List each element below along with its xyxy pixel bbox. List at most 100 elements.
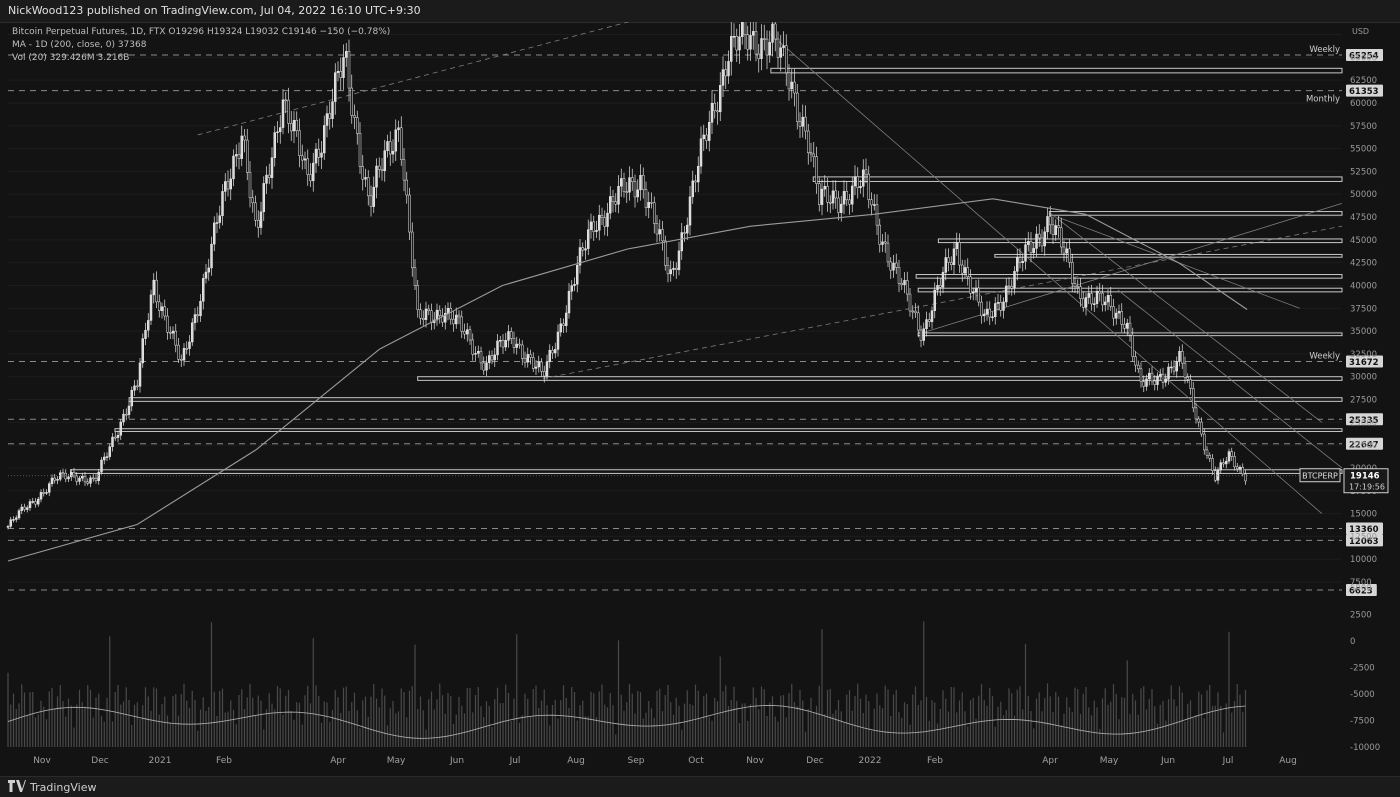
candle-body (45, 492, 48, 494)
trend-line (922, 202, 1343, 334)
candle-body (776, 38, 780, 58)
candle-body (1181, 351, 1184, 364)
candle-body (680, 232, 683, 252)
last-price-tag (1343, 468, 1389, 494)
candle-body (699, 138, 703, 167)
candle-body (647, 202, 650, 208)
candle-body (364, 177, 367, 180)
candle-body (1115, 312, 1118, 319)
candle-body (152, 279, 155, 296)
candle-body (1106, 295, 1110, 303)
volume-tick-label: 5000 (1350, 584, 1372, 594)
time-axis-label: Apr (330, 756, 346, 766)
candle-body (67, 476, 70, 480)
price-tick-label: 42500 (1350, 259, 1377, 269)
candle-body (1038, 233, 1041, 239)
candle-body (1150, 372, 1154, 382)
candle-body (213, 222, 216, 245)
candle-body (1241, 466, 1244, 475)
candle-body (386, 141, 389, 151)
candle-body (317, 148, 320, 158)
candle-body (328, 113, 331, 119)
candle-body (400, 127, 403, 160)
time-axis[interactable]: Nov Dec 2021 Feb Apr May Jun Jul Aug Sep Oct Nov Dec… (33, 756, 1297, 766)
candle-body (727, 61, 730, 77)
candle-body (551, 349, 554, 354)
time-axis-label: Dec (806, 756, 823, 766)
volume-tick-label: 0 (1350, 637, 1355, 647)
candle-body (922, 328, 925, 341)
candle-body (713, 102, 716, 111)
candle-body (240, 135, 243, 159)
candle-body (312, 162, 315, 182)
candle-body (884, 241, 887, 244)
price-tick-label: 22500 (1350, 441, 1377, 451)
level-price-label: 6623 (1349, 587, 1373, 597)
candle-body (188, 341, 191, 349)
time-axis-label: May (387, 756, 406, 766)
candle-body (933, 289, 936, 311)
candle-body (1101, 292, 1104, 306)
price-tick-label: 10000 (1350, 555, 1377, 565)
candle-body (741, 22, 744, 37)
candle-body (534, 366, 538, 369)
candle-body (892, 262, 895, 271)
candle-body (757, 53, 760, 59)
candle-body (735, 36, 738, 51)
candle-body (133, 385, 136, 391)
candle-body (1172, 366, 1176, 372)
level-price-label: 31672 (1349, 358, 1379, 368)
legend-volume: Vol (20) 329.426M 3.216B (12, 53, 130, 63)
candle-body (831, 190, 835, 204)
price-axis[interactable]: USD6500062500600005750055000525005000047… (1299, 27, 1389, 753)
candle-body (78, 477, 81, 482)
candle-body (268, 174, 271, 178)
time-axis-label: Feb (216, 756, 232, 766)
candle-body (955, 242, 958, 250)
candle-body (1197, 418, 1200, 423)
candle-body (89, 477, 92, 484)
level-note: Weekly (1309, 45, 1340, 55)
candle-body (543, 371, 546, 377)
candle-body (1018, 257, 1022, 263)
tradingview-brand: TradingView (30, 781, 97, 794)
candle-body (1051, 224, 1055, 235)
candle-body (578, 247, 582, 266)
candle-body (438, 309, 441, 316)
candle-body (221, 191, 224, 216)
candle-body (760, 38, 763, 59)
price-tick-label: 65000 (1350, 53, 1377, 63)
candle-body (493, 354, 496, 361)
candle-body (1219, 462, 1222, 471)
candle-body (548, 349, 551, 362)
candle-body (1189, 379, 1192, 389)
candle-body (463, 331, 466, 335)
candle-body (1068, 248, 1071, 263)
price-chart[interactable]: 65254Weekly61353Monthly31672Weekly253352… (0, 22, 1400, 776)
moving-average (7, 198, 1342, 562)
candle-body (837, 197, 840, 213)
candle-body (92, 477, 95, 480)
candle-body (983, 314, 986, 317)
candle-body (895, 262, 898, 268)
candle-body (977, 287, 980, 303)
candle-body (1007, 285, 1011, 288)
candle-body (1139, 368, 1143, 382)
candle-body (545, 361, 549, 377)
time-axis-label: Jul (1222, 756, 1234, 766)
candle-body (116, 434, 120, 438)
candle-body (856, 176, 859, 189)
candle-body (1005, 285, 1008, 303)
candle-body (719, 85, 722, 113)
candle-body (1073, 283, 1077, 287)
candle-body (688, 196, 692, 226)
candle-body (336, 70, 340, 73)
candle-body (694, 180, 697, 183)
candle-body (526, 354, 529, 363)
candle-body (507, 331, 510, 341)
tradingview-logo[interactable]: TradingView (8, 780, 96, 795)
level-note: Weekly (1309, 351, 1340, 361)
candle-body (636, 189, 639, 198)
candle-body (215, 222, 219, 224)
price-tick-label: 27500 (1350, 396, 1377, 406)
